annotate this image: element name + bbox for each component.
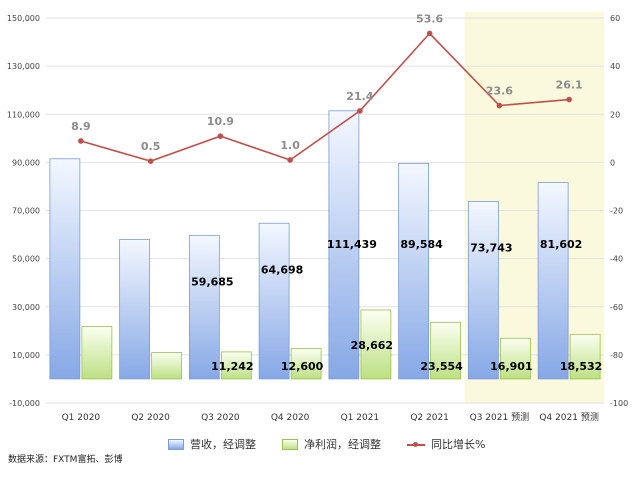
revenue-data-label: 89,584 [400, 238, 443, 251]
net-profit-bar [360, 309, 392, 380]
left-axis-tick: 10,000 [12, 351, 40, 360]
category-label: Q4 2021 预测 [539, 412, 598, 423]
right-axis-tick: -100 [610, 399, 628, 408]
right-axis-tick: -40 [610, 255, 623, 264]
legend-item-yoy: 同比增长% [407, 436, 485, 452]
right-axis-tick: 20 [610, 110, 620, 119]
net-profit-data-label: 28,662 [351, 339, 393, 352]
revenue-bar [49, 158, 81, 380]
yoy-point [357, 108, 363, 114]
yoy-data-label: 23.6 [486, 85, 513, 98]
category-label: Q3 2020 [201, 413, 240, 423]
yoy-data-label: 53.6 [416, 12, 443, 25]
net-profit-bar [499, 337, 531, 380]
legend-label-net-profit: 净利润，经调整 [304, 438, 381, 451]
legend-item-revenue: 营收，经调整 [168, 436, 256, 452]
legend-item-net-profit: 净利润，经调整 [282, 436, 381, 452]
net-profit-data-label: 16,901 [490, 360, 532, 373]
right-axis-tick: 40 [610, 62, 620, 71]
revenue-data-label: 81,602 [540, 238, 582, 251]
legend-label-revenue: 营收，经调整 [190, 438, 256, 451]
left-axis-tick: 70,000 [12, 207, 40, 216]
left-axis-tick: 50,000 [12, 255, 40, 264]
right-axis-tick: 0 [610, 158, 615, 167]
net-profit-bar [290, 348, 322, 380]
source-note: 数据来源：FXTM富拓、彭博 [8, 455, 123, 465]
yoy-data-label: 21.4 [346, 90, 373, 103]
category-label: Q2 2020 [131, 413, 170, 423]
legend-swatch-revenue [168, 438, 184, 450]
left-axis-tick: -10,000 [9, 399, 40, 408]
net-profit-bar [220, 351, 252, 380]
category-label: Q4 2020 [271, 413, 310, 423]
yoy-point [217, 133, 224, 139]
yoy-data-label: 8.9 [71, 120, 91, 133]
legend-label-yoy: 同比增长% [431, 438, 486, 451]
right-axis-tick: 60 [610, 14, 620, 23]
revenue-bar [258, 222, 290, 380]
net-profit-data-label: 18,532 [560, 360, 602, 373]
left-axis-tick: 30,000 [12, 303, 40, 312]
revenue-bar [398, 162, 430, 380]
revenue-data-label: 111,439 [327, 238, 377, 251]
category-label: Q1 2020 [62, 413, 101, 423]
yoy-data-label: 10.9 [207, 115, 234, 128]
legend-swatch-net-profit [282, 438, 298, 450]
net-profit-bar [81, 326, 113, 380]
revenue-data-label: 59,685 [191, 275, 233, 288]
yoy-point [496, 102, 503, 109]
net-profit-data-label: 12,600 [281, 360, 324, 373]
revenue-bar [328, 110, 360, 380]
legend: 营收，经调整 净利润，经调整 同比增长% [168, 436, 485, 452]
revenue-data-label: 73,743 [470, 241, 512, 254]
right-axis-tick: -60 [610, 303, 623, 312]
yoy-point [566, 96, 572, 103]
legend-swatch-yoy [407, 440, 425, 449]
yoy-data-label: 1.0 [280, 139, 300, 152]
left-axis-tick: 150,000 [7, 14, 40, 23]
yoy-point [287, 157, 293, 163]
net-profit-bar [569, 333, 601, 380]
right-axis-tick: -80 [610, 351, 623, 360]
yoy-line [80, 32, 570, 163]
revenue-bar [188, 234, 220, 380]
left-axis-tick: 130,000 [7, 62, 40, 71]
net-profit-data-label: 11,242 [211, 360, 253, 373]
revenue-data-label: 64,698 [261, 263, 303, 276]
net-profit-data-label: 23,554 [420, 360, 463, 373]
category-label: Q1 2021 [341, 413, 380, 423]
yoy-data-label: 26.1 [556, 79, 583, 92]
category-label: Q2 2021 [410, 413, 449, 423]
left-axis-tick: 110,000 [7, 110, 40, 119]
yoy-point [78, 138, 84, 144]
yoy-data-label: 0.5 [141, 140, 161, 153]
left-axis-tick: 90,000 [12, 158, 40, 167]
revenue-bar [537, 182, 569, 380]
net-profit-bar [151, 352, 183, 380]
revenue-bar [467, 201, 499, 380]
net-profit-bar [430, 321, 462, 380]
category-label: Q3 2021 预测 [470, 412, 529, 423]
yoy-point [147, 158, 154, 164]
right-axis-tick: -20 [610, 207, 623, 216]
yoy-point [426, 30, 433, 37]
revenue-bar [119, 238, 151, 380]
